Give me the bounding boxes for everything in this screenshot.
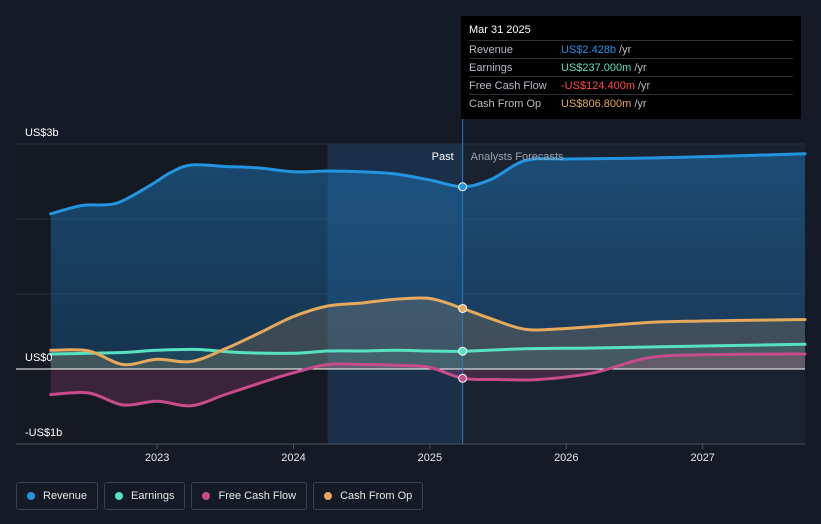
- y-tick-label: US$0: [25, 352, 53, 364]
- forecast-label: Analysts Forecasts: [471, 151, 564, 163]
- tooltip-label: Cash From Op: [469, 97, 542, 110]
- legend-label: Free Cash Flow: [218, 490, 297, 502]
- tooltip-row-cash-from-op: Cash From Op US$806.800m /yr: [469, 94, 793, 112]
- line-earnings: [49, 342, 807, 356]
- x-axis-ticks: 2023 2024 2025 2026 2027: [145, 444, 715, 464]
- y-axis-labels: US$3b US$0 -US$1b: [25, 127, 62, 439]
- series-lines: [49, 152, 807, 408]
- x-tick-label: 2026: [554, 452, 578, 464]
- past-label: Past: [432, 151, 454, 163]
- tooltip-row-earnings: Earnings US$237.000m /yr: [469, 58, 793, 76]
- legend-dot-icon: [202, 492, 211, 500]
- marker-fcf: [458, 373, 468, 383]
- legend-dot-icon: [115, 492, 124, 500]
- legend-label: Earnings: [131, 490, 175, 502]
- tooltip-label: Free Cash Flow: [469, 79, 547, 92]
- marker-earnings: [458, 346, 468, 356]
- line-fcf: [49, 352, 807, 408]
- marker-revenue: [458, 182, 468, 192]
- area-earnings: [50, 344, 805, 369]
- y-tick-label: US$3b: [25, 127, 59, 139]
- tooltip-value: US$2.428b: [561, 43, 617, 56]
- x-tick-label: 2027: [690, 452, 714, 464]
- area-revenue: [50, 153, 805, 369]
- x-tick-label: 2023: [145, 452, 169, 464]
- legend-item-earnings[interactable]: Earnings: [104, 482, 186, 510]
- tooltip-unit: /yr: [634, 97, 647, 110]
- legend-label: Cash From Op: [340, 490, 413, 502]
- legend-item-cash-from-op[interactable]: Cash From Op: [313, 482, 424, 510]
- legend: Revenue Earnings Free Cash Flow Cash Fro…: [16, 482, 424, 510]
- tooltip: Mar 31 2025 Revenue US$2.428b /yr Earnin…: [461, 16, 801, 119]
- marker-cfo: [458, 303, 468, 313]
- tooltip-label: Earnings: [469, 61, 513, 74]
- legend-dot-icon: [324, 492, 333, 500]
- legend-label: Revenue: [43, 490, 88, 502]
- x-tick-label: 2025: [418, 452, 442, 464]
- tooltip-value: -US$124.400m: [561, 79, 635, 92]
- tooltip-unit: /yr: [634, 61, 647, 74]
- hover-markers: [458, 182, 468, 383]
- tooltip-label: Revenue: [469, 43, 514, 56]
- legend-item-free-cash-flow[interactable]: Free Cash Flow: [191, 482, 308, 510]
- tooltip-value: US$237.000m: [561, 61, 632, 74]
- tooltip-unit: /yr: [638, 79, 651, 92]
- y-tick-label: -US$1b: [25, 427, 62, 439]
- legend-dot-icon: [27, 492, 35, 500]
- tooltip-row-free-cash-flow: Free Cash Flow -US$124.400m /yr: [469, 76, 793, 94]
- legend-item-revenue[interactable]: Revenue: [16, 482, 99, 510]
- tooltip-unit: /yr: [619, 43, 632, 56]
- tooltip-date: Mar 31 2025: [469, 24, 531, 36]
- tooltip-row-revenue: Revenue US$2.428b /yr: [469, 40, 793, 58]
- tooltip-value: US$806.800m: [561, 97, 632, 110]
- line-cfo: [49, 296, 807, 367]
- x-tick-label: 2024: [281, 452, 305, 464]
- line-revenue: [49, 152, 807, 216]
